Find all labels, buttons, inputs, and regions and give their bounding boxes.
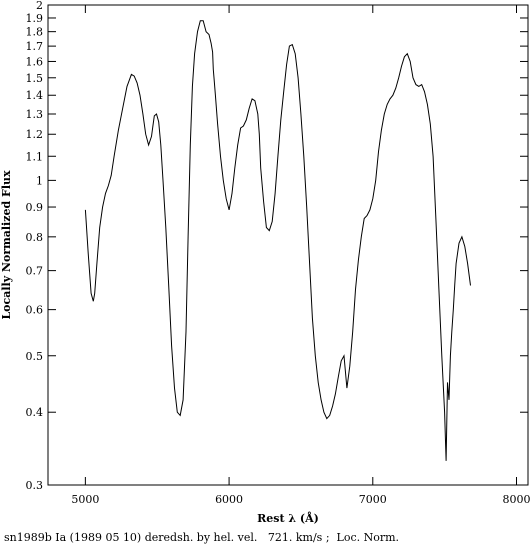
y-tick-label: 1.7 (26, 40, 44, 53)
y-tick-label: 1.9 (26, 12, 44, 25)
y-tick-label: 1.3 (26, 108, 44, 121)
x-axis-ticks: 5000 6000 7000 8000 (71, 5, 531, 506)
x-axis-title: Rest λ (Å) (257, 511, 319, 525)
y-tick-label: 2 (36, 0, 43, 12)
x-tick-label: 5000 (71, 493, 99, 506)
y-tick-label: 1.1 (26, 150, 44, 163)
y-tick-label: 1.5 (26, 72, 44, 85)
y-tick-label: 0.7 (26, 265, 44, 278)
x-tick-label: 7000 (359, 493, 387, 506)
y-axis-ticks: 0.3 0.4 0.5 0.6 0.7 0.8 0.9 1 1.1 1.2 1.3 1.4 1.5 1.6… (26, 0, 528, 492)
y-tick-label: 1.6 (26, 55, 44, 68)
y-tick-label: 1.8 (26, 26, 44, 39)
x-tick-label: 6000 (215, 493, 243, 506)
y-tick-label: 0.5 (26, 350, 44, 363)
y-tick-label: 1.2 (26, 128, 44, 141)
chart-caption: sn1989b Ia (1989 05 10) deredsh. by hel.… (4, 531, 399, 544)
y-axis-title: Locally Normalized Flux (0, 170, 13, 320)
x-tick-label: 8000 (503, 493, 531, 506)
plot-frame (47, 4, 529, 486)
y-tick-label: 1.4 (26, 89, 44, 102)
y-tick-label: 0.8 (26, 231, 44, 244)
y-tick-label: 0.4 (26, 406, 44, 419)
y-tick-label: 0.6 (26, 304, 44, 317)
y-tick-label: 0.9 (26, 201, 44, 214)
y-tick-label: 1 (36, 174, 43, 187)
y-tick-label: 0.3 (26, 479, 44, 492)
spectrum-line (84, 20, 471, 461)
